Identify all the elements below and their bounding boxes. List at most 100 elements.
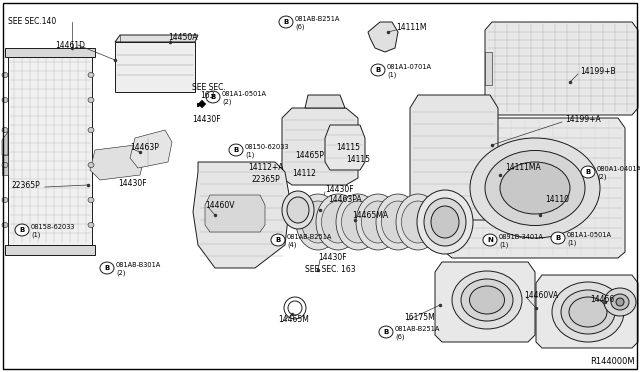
Ellipse shape <box>206 91 220 103</box>
Ellipse shape <box>470 138 600 238</box>
Ellipse shape <box>88 163 94 167</box>
Polygon shape <box>198 100 206 108</box>
Ellipse shape <box>569 297 607 327</box>
Ellipse shape <box>424 198 466 246</box>
Ellipse shape <box>485 151 585 225</box>
Ellipse shape <box>551 232 565 244</box>
Ellipse shape <box>88 128 94 132</box>
Ellipse shape <box>88 198 94 202</box>
Ellipse shape <box>483 234 497 246</box>
Ellipse shape <box>88 222 94 228</box>
Polygon shape <box>5 48 95 57</box>
Polygon shape <box>130 130 172 168</box>
Text: 14463P: 14463P <box>130 144 159 153</box>
Text: (6): (6) <box>395 334 404 340</box>
Text: 14450A: 14450A <box>168 33 198 42</box>
Text: 14465MA: 14465MA <box>352 211 388 219</box>
Text: 14115: 14115 <box>346 155 370 164</box>
Text: B: B <box>234 147 239 153</box>
Ellipse shape <box>500 162 570 214</box>
Polygon shape <box>282 108 358 185</box>
Text: SEE SEC.140: SEE SEC.140 <box>8 17 56 26</box>
Text: 14430F: 14430F <box>192 115 221 125</box>
Text: B: B <box>104 265 109 271</box>
Ellipse shape <box>2 97 8 103</box>
Ellipse shape <box>616 298 624 306</box>
Text: 22365P: 22365P <box>12 180 41 189</box>
Text: 081A1-0501A: 081A1-0501A <box>567 232 612 238</box>
Polygon shape <box>305 95 345 108</box>
Polygon shape <box>193 162 290 268</box>
Text: 14466: 14466 <box>590 295 614 305</box>
Text: 14110: 14110 <box>545 196 569 205</box>
Ellipse shape <box>88 73 94 77</box>
Ellipse shape <box>15 224 29 236</box>
Ellipse shape <box>470 286 504 314</box>
Text: B: B <box>376 67 381 73</box>
Ellipse shape <box>342 201 374 243</box>
Ellipse shape <box>88 97 94 103</box>
Ellipse shape <box>381 201 415 243</box>
Ellipse shape <box>552 282 624 342</box>
Polygon shape <box>205 195 265 232</box>
Text: B: B <box>556 235 561 241</box>
Text: 14430F: 14430F <box>118 179 147 187</box>
Text: 081AB-B301A: 081AB-B301A <box>116 262 161 268</box>
Text: 22365P: 22365P <box>252 176 281 185</box>
Text: 081A1-0701A: 081A1-0701A <box>387 64 432 70</box>
Text: (2): (2) <box>597 174 607 180</box>
Ellipse shape <box>288 301 302 315</box>
Ellipse shape <box>379 326 393 338</box>
Ellipse shape <box>581 166 595 178</box>
Text: 080A1-0401A: 080A1-0401A <box>597 166 640 172</box>
Ellipse shape <box>229 144 243 156</box>
Text: (1): (1) <box>567 240 577 246</box>
Text: 14112: 14112 <box>292 169 316 177</box>
Polygon shape <box>410 95 498 220</box>
Ellipse shape <box>284 297 306 319</box>
Ellipse shape <box>604 288 636 316</box>
Text: (1): (1) <box>245 152 254 158</box>
Ellipse shape <box>417 190 473 254</box>
Ellipse shape <box>356 194 400 250</box>
Ellipse shape <box>321 201 355 243</box>
Polygon shape <box>5 245 95 255</box>
Text: 14430F: 14430F <box>325 186 354 195</box>
Polygon shape <box>485 22 638 115</box>
Ellipse shape <box>271 234 285 246</box>
Polygon shape <box>536 275 638 348</box>
Text: 14199+B: 14199+B <box>580 67 616 77</box>
Ellipse shape <box>287 197 309 223</box>
Ellipse shape <box>431 206 459 238</box>
Text: (1): (1) <box>387 72 396 78</box>
Ellipse shape <box>282 191 314 229</box>
Polygon shape <box>325 125 365 170</box>
Text: 14461D: 14461D <box>55 41 85 49</box>
Ellipse shape <box>100 262 114 274</box>
Text: 14465M: 14465M <box>278 315 309 324</box>
Text: (6): (6) <box>295 24 305 30</box>
Ellipse shape <box>279 16 293 28</box>
Text: N: N <box>487 237 493 243</box>
Text: 14460VA: 14460VA <box>524 291 558 299</box>
Polygon shape <box>8 55 92 245</box>
Text: B: B <box>211 94 216 100</box>
Text: 163: 163 <box>200 92 214 100</box>
Text: 0891B-3401A: 0891B-3401A <box>499 234 544 240</box>
Text: 14430F: 14430F <box>318 253 347 263</box>
Polygon shape <box>2 155 8 175</box>
Text: (2): (2) <box>116 270 125 276</box>
Text: 16175M: 16175M <box>404 314 435 323</box>
Text: 14112+A: 14112+A <box>248 164 284 173</box>
Ellipse shape <box>2 198 8 202</box>
Polygon shape <box>2 132 8 155</box>
Ellipse shape <box>2 163 8 167</box>
Ellipse shape <box>362 201 394 243</box>
Text: 081AB-B251A: 081AB-B251A <box>295 16 340 22</box>
Text: 081A1-0501A: 081A1-0501A <box>222 91 267 97</box>
Text: B: B <box>275 237 280 243</box>
Ellipse shape <box>401 201 435 243</box>
Polygon shape <box>90 145 145 180</box>
Text: B: B <box>19 227 24 233</box>
Text: 14199+A: 14199+A <box>565 115 601 125</box>
